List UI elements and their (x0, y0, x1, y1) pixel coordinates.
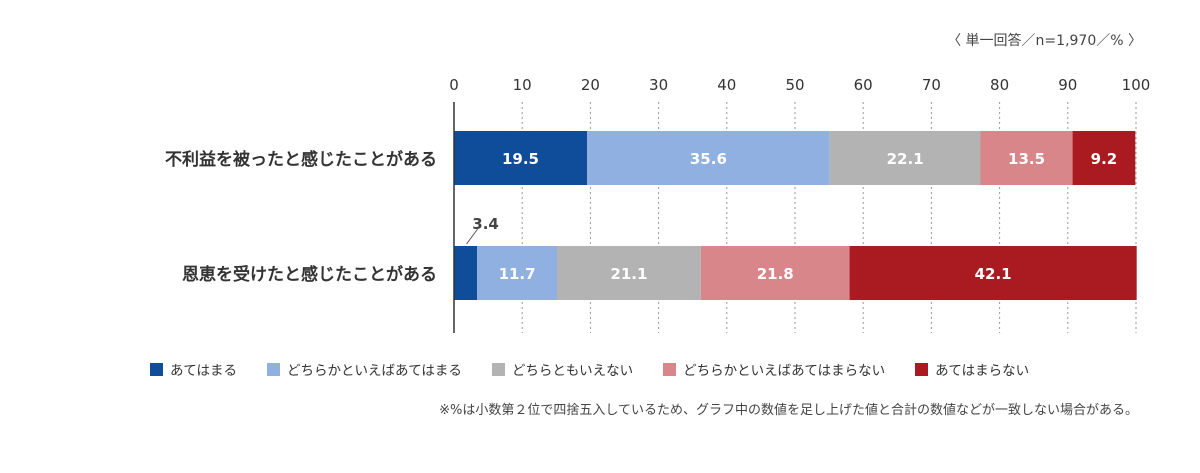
bar-segment (556, 246, 701, 300)
data-label: 13.5 (1008, 150, 1045, 168)
legend-swatch (150, 362, 163, 376)
bar-segment (454, 131, 587, 185)
bar-segment (980, 131, 1073, 185)
x-tick-label: 60 (854, 76, 873, 94)
bar-segment (586, 131, 830, 185)
data-label: 35.6 (690, 150, 727, 168)
data-label: 21.8 (757, 265, 794, 283)
legend-label: あてはまらない (935, 363, 1030, 379)
x-tick-label: 10 (513, 76, 532, 94)
x-tick-label: 80 (990, 76, 1009, 94)
legend-swatch (491, 362, 505, 376)
data-label: 21.1 (610, 265, 647, 283)
legend-item: どちらかといえばあてはまる (266, 359, 462, 379)
x-tick-label: 20 (581, 76, 600, 94)
bar-segment (849, 246, 1137, 300)
bar-segment (1072, 131, 1136, 185)
legend-item: どちらともいえない (491, 359, 634, 379)
legend-label: どちらともいえない (511, 363, 634, 379)
legend-swatch (915, 362, 929, 376)
x-tick-label: 70 (922, 76, 941, 94)
x-tick-label: 0 (449, 76, 459, 94)
data-label: 3.4 (472, 215, 499, 233)
bar-segment (477, 246, 557, 300)
legend-label: どちらかといえばあてはまらない (683, 363, 886, 379)
legend-label: どちらかといえばあてはまる (286, 363, 462, 379)
data-label: 42.1 (975, 265, 1012, 283)
bar-segment (454, 246, 478, 300)
data-label: 19.5 (502, 150, 539, 168)
data-label: 11.7 (499, 265, 536, 283)
data-label: 22.1 (887, 150, 924, 168)
category-label: 不利益を被ったと感じたことがある (165, 149, 437, 170)
x-tick-label: 30 (649, 76, 668, 94)
legend-label: あてはまる (170, 363, 237, 379)
unit-note: 〈 単一回答／n=1,970／% 〉 (947, 33, 1142, 49)
legend-item: あてはまる (150, 359, 237, 379)
footnote: ※%は小数第２位で四捨五入しているため、グラフ中の数値を足し上げた値と合計の数値… (439, 403, 1138, 418)
legend-swatch (266, 362, 280, 376)
x-tick-label: 90 (1058, 76, 1077, 94)
legend: あてはまる どちらかといえばあてはまる どちらともいえない どちらかといえばあて… (150, 359, 1029, 379)
bar-segment (700, 246, 850, 300)
legend-swatch (663, 362, 677, 376)
category-label: 恩恵を受けたと感じたことがある (182, 264, 437, 285)
data-label-leader (466, 228, 478, 245)
bar-segment (829, 131, 981, 185)
x-tick-label: 100 (1122, 76, 1151, 94)
x-tick-label: 40 (717, 76, 736, 94)
legend-item: どちらかといえばあてはまらない (663, 359, 885, 379)
legend-item: あてはまらない (915, 359, 1029, 379)
data-label: 9.2 (1091, 150, 1118, 168)
x-tick-label: 50 (785, 76, 804, 94)
